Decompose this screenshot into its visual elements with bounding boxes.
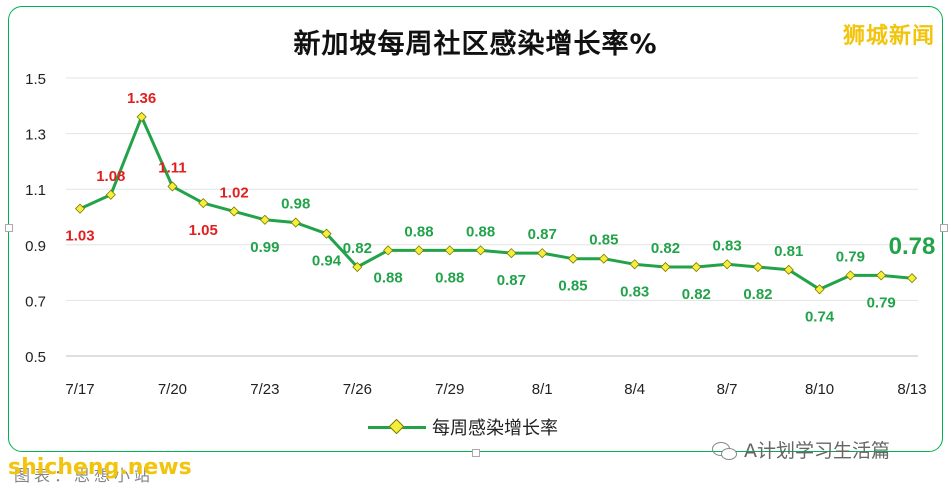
series-line <box>79 115 913 291</box>
resize-handle-bottom[interactable] <box>472 449 480 457</box>
data-label: 0.88 <box>374 269 403 286</box>
data-label: 1.02 <box>219 184 248 201</box>
data-label: 0.82 <box>682 286 711 303</box>
account-watermark: A计划学习生活篇 <box>712 436 890 463</box>
data-label: 0.82 <box>651 240 680 257</box>
y-tick-label: 0.9 <box>25 238 46 255</box>
data-point-marker <box>598 253 609 264</box>
data-point-marker <box>876 270 887 281</box>
data-point-marker <box>352 261 363 273</box>
legend-label: 每周感染增长率 <box>432 418 558 439</box>
resize-handle-right[interactable] <box>940 224 948 232</box>
data-label: 0.79 <box>836 248 865 265</box>
data-point-marker <box>198 198 209 209</box>
wechat-icon <box>712 440 738 460</box>
data-label: 0.81 <box>774 243 803 260</box>
data-point-marker <box>383 245 394 256</box>
data-point-marker <box>814 284 825 295</box>
data-point-marker <box>290 217 301 228</box>
data-point-marker <box>105 189 116 200</box>
data-label: 0.88 <box>404 223 433 240</box>
chart-caption: 图表：思想小站 <box>14 466 155 485</box>
y-tick-label: 1.5 <box>25 71 46 88</box>
data-point-marker <box>567 253 579 264</box>
data-label: 0.88 <box>435 269 464 286</box>
legend: 每周感染增长率 <box>368 414 558 440</box>
data-label: 1.11 <box>158 159 186 176</box>
resize-handle-left[interactable] <box>5 224 13 232</box>
y-tick-label: 0.5 <box>25 349 46 366</box>
data-point-marker <box>783 264 794 275</box>
x-tick-label: 7/26 <box>343 381 372 398</box>
data-label: 0.82 <box>343 240 372 257</box>
x-tick-label: 7/29 <box>435 381 464 398</box>
data-label: 0.99 <box>250 239 279 256</box>
data-label: 0.85 <box>558 278 587 295</box>
data-point-marker <box>259 214 270 225</box>
data-point-marker <box>845 270 856 281</box>
data-point-marker <box>906 273 918 284</box>
data-label: 0.83 <box>620 283 649 300</box>
y-tick-label: 0.7 <box>25 293 46 310</box>
data-point-marker <box>537 248 548 259</box>
data-label: 0.94 <box>312 253 342 270</box>
chart-frame <box>8 6 943 452</box>
data-label: 0.79 <box>867 294 896 311</box>
data-point-marker <box>444 245 455 256</box>
legend-swatch <box>368 418 426 436</box>
data-label: 1.08 <box>96 168 125 185</box>
data-point-marker <box>691 261 702 273</box>
data-point-marker <box>752 261 763 273</box>
x-tick-label: 8/7 <box>717 381 738 398</box>
data-point-marker <box>506 248 517 259</box>
data-point-marker <box>660 261 671 273</box>
data-point-marker <box>475 245 486 256</box>
data-point-marker <box>167 181 178 192</box>
data-point-marker <box>629 259 640 270</box>
x-tick-label: 8/4 <box>624 381 645 398</box>
x-tick-label: 8/10 <box>805 381 834 398</box>
data-label: 0.87 <box>497 272 526 289</box>
x-tick-label: 7/17 <box>65 381 94 398</box>
data-point-marker <box>722 259 733 270</box>
chart-title: 新加坡每周社区感染增长率% <box>293 29 658 60</box>
data-label: 0.78 <box>889 233 936 260</box>
data-label: 0.82 <box>743 286 772 303</box>
y-tick-label: 1.3 <box>25 127 46 144</box>
data-label: 1.05 <box>189 222 218 239</box>
data-point-marker <box>321 228 332 239</box>
data-point-marker <box>413 245 425 256</box>
x-tick-label: 7/23 <box>250 381 279 398</box>
data-point-marker <box>136 111 147 122</box>
x-tick-label: 8/1 <box>532 381 553 398</box>
x-tick-label: 7/20 <box>158 381 187 398</box>
data-label: 0.85 <box>589 232 618 249</box>
account-watermark-text: A计划学习生活篇 <box>744 440 890 462</box>
y-tick-label: 1.1 <box>25 182 46 199</box>
brand-watermark: 狮城新闻 <box>842 24 935 49</box>
data-label: 1.03 <box>65 228 94 245</box>
data-point-marker <box>229 206 240 217</box>
site-watermark: shicheng.news <box>8 455 192 480</box>
data-label: 0.83 <box>713 237 742 254</box>
x-tick-label: 8/13 <box>897 381 926 398</box>
data-label: 0.74 <box>805 308 835 325</box>
data-label: 0.87 <box>528 226 557 243</box>
data-label: 0.88 <box>466 223 495 240</box>
data-label: 1.36 <box>127 90 156 107</box>
data-label: 0.98 <box>281 196 310 213</box>
data-point-marker <box>74 203 86 214</box>
